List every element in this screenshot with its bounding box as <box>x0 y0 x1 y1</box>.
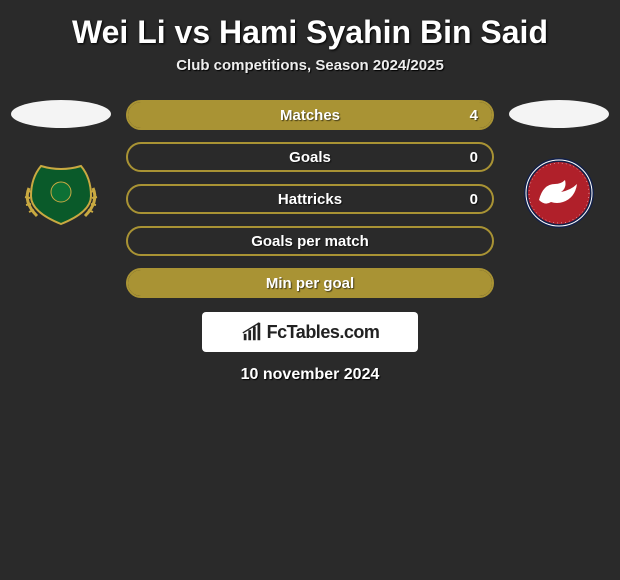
brand-label: FcTables.com <box>267 322 380 343</box>
stat-row: Matches 4 <box>126 100 494 130</box>
shield-laurel-icon <box>11 158 111 228</box>
circle-lion-icon <box>509 158 609 228</box>
stat-label: Goals <box>289 149 331 166</box>
stat-value-right: 4 <box>470 107 478 124</box>
club-badge-right <box>509 158 609 228</box>
left-column <box>6 92 116 228</box>
stat-label: Matches <box>280 107 340 124</box>
player-photo-left <box>11 100 111 128</box>
stat-label: Hattricks <box>278 191 342 208</box>
stat-row: Min per goal <box>126 268 494 298</box>
stat-label: Min per goal <box>266 275 354 292</box>
club-badge-left <box>11 158 111 228</box>
stat-row: Hattricks 0 <box>126 184 494 214</box>
stat-row: Goals per match <box>126 226 494 256</box>
date-line: 10 november 2024 <box>0 352 620 384</box>
brand-box[interactable]: FcTables.com <box>202 312 418 352</box>
right-column <box>504 92 614 228</box>
stat-label: Goals per match <box>251 233 369 250</box>
bar-chart-icon <box>241 321 263 343</box>
comparison-widget: Wei Li vs Hami Syahin Bin Said Club comp… <box>0 0 620 384</box>
stats-column: Matches 4 Goals 0 Hattricks 0 Goals per match M… <box>126 92 494 298</box>
main-row: Matches 4 Goals 0 Hattricks 0 Goals per match M… <box>0 92 620 298</box>
player-photo-right <box>509 100 609 128</box>
stat-value-right: 0 <box>470 191 478 208</box>
page-subtitle: Club competitions, Season 2024/2025 <box>0 57 620 92</box>
page-title: Wei Li vs Hami Syahin Bin Said <box>0 0 620 57</box>
stat-value-right: 0 <box>470 149 478 166</box>
stat-row: Goals 0 <box>126 142 494 172</box>
